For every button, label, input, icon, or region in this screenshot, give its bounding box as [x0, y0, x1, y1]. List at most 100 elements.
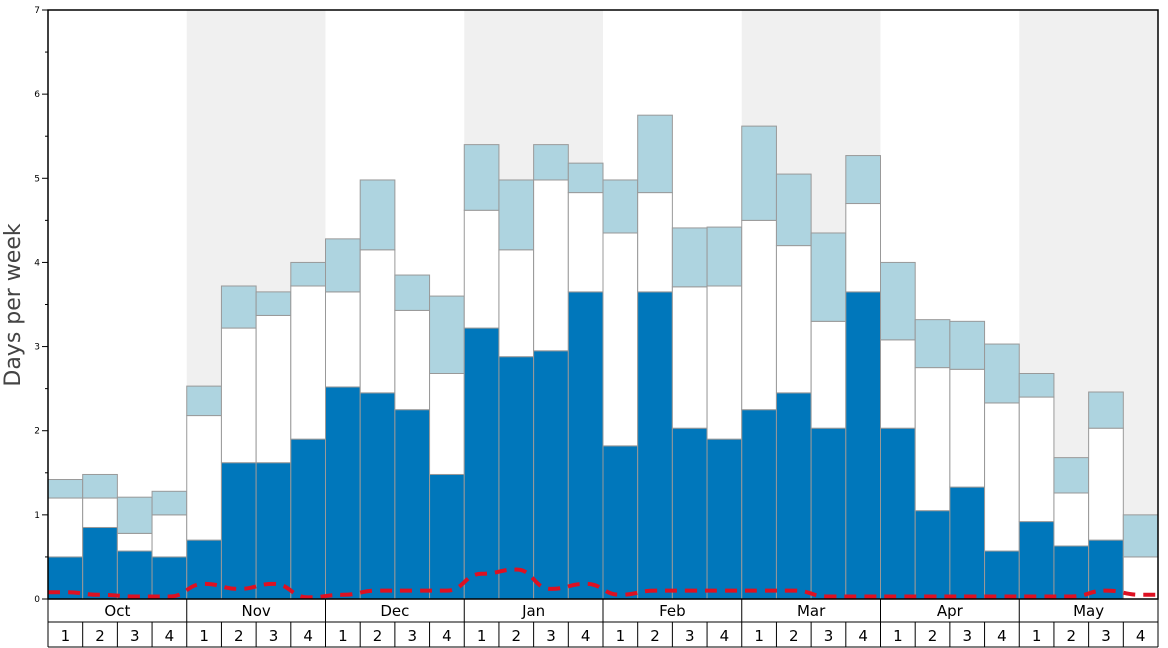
average-line-group [48, 567, 1158, 600]
bar-segment [429, 473, 465, 600]
bar-segment [533, 179, 569, 352]
bar-segment [1053, 457, 1090, 494]
week-label: 4 [858, 627, 868, 645]
week-label: 1 [199, 627, 209, 645]
bar-segment [186, 415, 222, 541]
bar-segment [186, 385, 222, 417]
bar-segment [637, 114, 673, 194]
week-label: 2 [1067, 627, 1077, 645]
bar-segment [706, 285, 743, 440]
week-label: 4 [442, 627, 452, 645]
month-label: Feb [659, 602, 686, 620]
bar-segment [186, 539, 222, 600]
week-label: 4 [720, 627, 730, 645]
average-line [48, 567, 1158, 600]
y-tick-label: 6 [34, 90, 40, 100]
week-label: 1 [616, 627, 626, 645]
week-label: 2 [928, 627, 938, 645]
bar-segment [1018, 396, 1055, 523]
y-axis: 0 1 2 3 4 5 6 7 [34, 6, 48, 605]
bar-segment [220, 327, 257, 464]
month-label: May [1073, 602, 1104, 620]
bar-segment [359, 392, 396, 600]
y-tick-label: 5 [34, 174, 40, 184]
bar-segment [567, 192, 604, 293]
bar-segment [151, 514, 188, 558]
bar-segment [706, 226, 743, 287]
week-label: 3 [546, 627, 556, 645]
month-label: Oct [104, 602, 130, 620]
bar-segment [775, 392, 812, 600]
bar-segment [1018, 372, 1055, 398]
bar-segment [845, 155, 881, 205]
bar-segment [845, 291, 881, 600]
week-label: 1 [61, 627, 71, 645]
bar-segment [533, 350, 569, 600]
bar-segment [151, 556, 188, 600]
bar-segment [880, 261, 916, 341]
bar-segment [220, 462, 257, 600]
bar-segment [984, 343, 1020, 404]
y-tick-label: 1 [34, 511, 40, 521]
month-label: Dec [380, 602, 409, 620]
bar-segment [984, 550, 1020, 600]
week-label: 1 [338, 627, 348, 645]
bar-segment [567, 291, 604, 600]
bar-segment [1088, 427, 1124, 541]
bar-segment [359, 249, 396, 394]
bar-segment [567, 162, 604, 194]
week-label: 4 [997, 627, 1007, 645]
bar-segment [914, 319, 951, 369]
week-label: 3 [407, 627, 417, 645]
bar-segment [82, 473, 118, 499]
month-label: Jan [521, 602, 545, 620]
bar-segment [671, 427, 708, 600]
week-label: 3 [824, 627, 834, 645]
week-label: 2 [234, 627, 244, 645]
week-label: 3 [962, 627, 972, 645]
bar-segment [949, 368, 986, 488]
bar-segment [845, 203, 881, 293]
month-label: Nov [241, 602, 270, 620]
week-label: 2 [789, 627, 799, 645]
bar-segment [775, 173, 812, 247]
bar-segment [671, 227, 708, 288]
bar-segment [1053, 492, 1090, 547]
bar-segment [325, 238, 361, 293]
week-label: 4 [1136, 627, 1146, 645]
bar-segment [602, 179, 639, 234]
bar-segment [429, 295, 465, 374]
bar-segment [255, 462, 292, 600]
bar-segment [810, 232, 847, 322]
bar-segment [47, 479, 84, 499]
bar-segment [116, 496, 153, 534]
bar-segment [325, 386, 361, 600]
bar-segment [706, 438, 743, 600]
week-label: 1 [893, 627, 903, 645]
bar-segment [394, 274, 431, 311]
month-label: Apr [937, 602, 964, 620]
y-tick-label: 4 [34, 258, 40, 268]
week-label: 3 [685, 627, 695, 645]
bar-segment [359, 179, 396, 251]
bar-segment [290, 261, 326, 287]
bar-segment [151, 490, 188, 516]
week-label: 1 [477, 627, 487, 645]
bar-segment [1053, 545, 1090, 600]
bar-segment [602, 445, 639, 600]
bar-segment [463, 327, 500, 600]
week-label: 4 [581, 627, 591, 645]
bar-segment [671, 286, 708, 429]
week-label: 2 [373, 627, 383, 645]
bar-segment [325, 291, 361, 388]
bar-segment [290, 438, 326, 600]
bar-segment [255, 314, 292, 464]
bar-segment [1018, 521, 1055, 600]
bar-segment [810, 427, 847, 600]
bar-segment [741, 219, 777, 411]
week-label: 3 [269, 627, 279, 645]
bar-segment [82, 497, 118, 528]
bar-segment [775, 245, 812, 394]
bar-segment [463, 144, 500, 211]
